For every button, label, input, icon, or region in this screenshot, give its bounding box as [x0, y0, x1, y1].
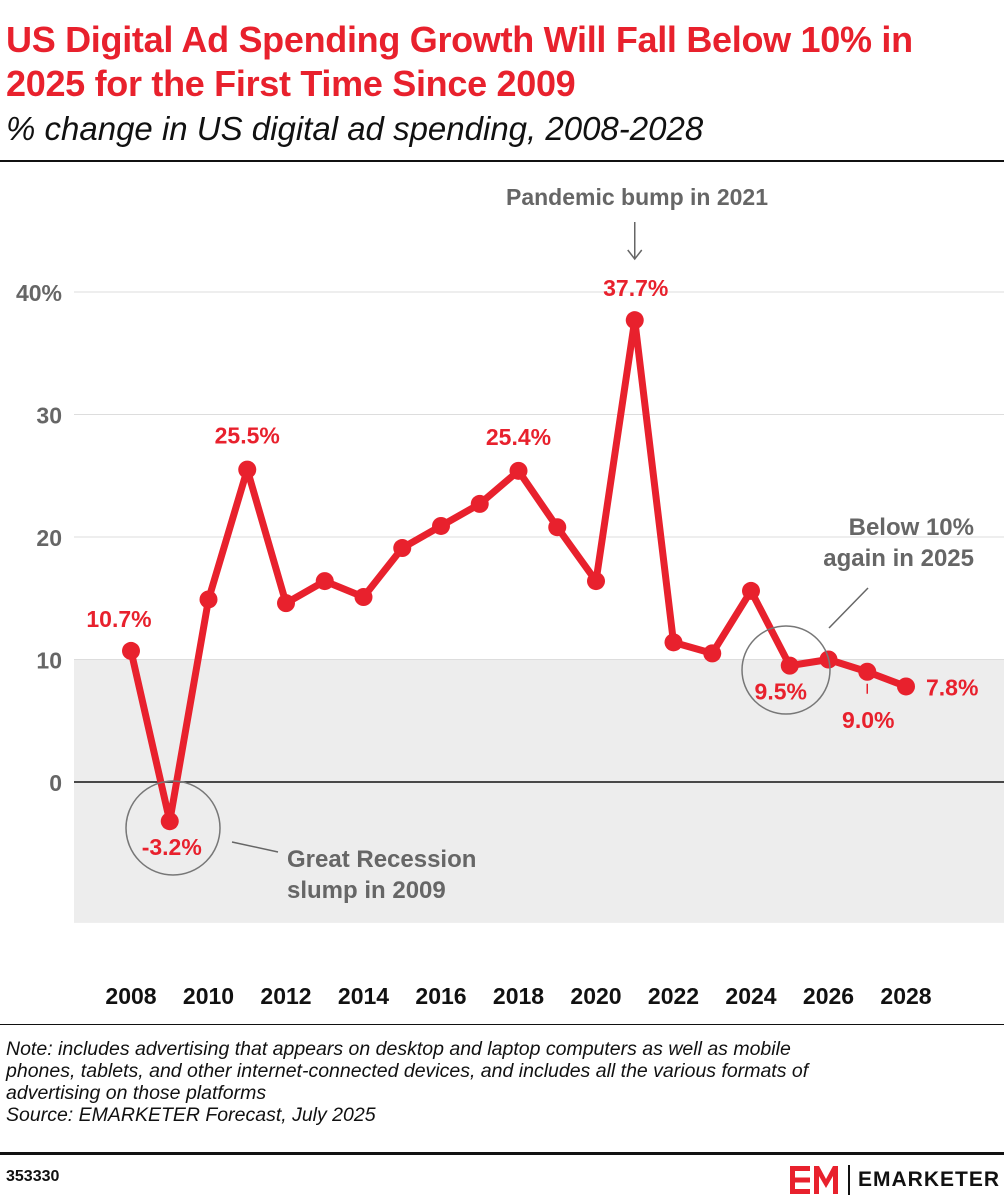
data-label: 7.8% — [926, 674, 978, 700]
annotation-recession: slump in 2009 — [287, 877, 446, 904]
chart-note: Note: includes advertising that appears … — [6, 1038, 996, 1126]
y-tick-label: 10 — [36, 648, 62, 674]
y-tick-label: 0 — [49, 770, 62, 796]
chart-id: 353330 — [6, 1168, 60, 1185]
data-point — [742, 581, 760, 600]
brand-name: EMARKETER — [857, 1168, 1000, 1191]
bottom-divider — [0, 1152, 1004, 1155]
x-tick-label: 2020 — [570, 983, 621, 1009]
note-line: phones, tablets, and other internet-conn… — [6, 1060, 809, 1082]
chart-subtitle: % change in US digital ad spending, 2008… — [6, 110, 704, 147]
data-point — [393, 539, 412, 558]
y-tick-label: 30 — [36, 403, 62, 429]
data-point — [509, 461, 528, 480]
data-point — [160, 812, 179, 831]
x-tick-label: 2024 — [725, 983, 776, 1009]
data-point — [625, 311, 644, 330]
below-10-band — [74, 659, 1004, 923]
x-tick-label: 2028 — [880, 983, 931, 1009]
x-tick-label: 2026 — [803, 983, 854, 1009]
brand-lockup[interactable]: EMARKETER — [789, 1164, 1000, 1196]
annotation-below-10: again in 2025 — [823, 545, 974, 572]
data-label: 25.5% — [215, 423, 280, 449]
note-line: advertising on those platforms — [6, 1082, 267, 1104]
x-tick-label: 2014 — [338, 983, 389, 1009]
data-point — [780, 656, 799, 675]
data-point — [858, 662, 877, 681]
data-point — [548, 518, 567, 537]
data-point — [122, 641, 140, 660]
x-tick-label: 2018 — [493, 983, 544, 1009]
annotation-circle-2009 — [125, 780, 221, 876]
data-point — [199, 590, 218, 609]
x-tick-label: 2008 — [105, 983, 156, 1009]
data-point — [587, 572, 605, 591]
x-tick-label: 2022 — [648, 983, 699, 1009]
x-tick-label: 2016 — [415, 983, 466, 1009]
footer-divider — [0, 1024, 1004, 1025]
data-point — [470, 494, 489, 513]
data-point — [277, 594, 295, 613]
top-divider — [0, 160, 1004, 162]
data-point — [238, 460, 257, 479]
data-label: 9.5% — [755, 679, 807, 705]
emarketer-logo-icon — [789, 1166, 838, 1194]
annotation-circle-2025 — [741, 625, 831, 715]
x-tick-label: 2010 — [183, 983, 234, 1009]
brand-separator — [847, 1165, 850, 1195]
annotation-below-10: Below 10% — [849, 514, 974, 541]
data-point — [432, 516, 450, 535]
source-line: Source: EMARKETER Forecast, July 2025 — [6, 1104, 376, 1126]
annotation-recession: Great Recession — [287, 846, 476, 873]
data-point — [315, 572, 334, 591]
annotation-leader — [231, 841, 279, 853]
data-point — [664, 633, 683, 652]
y-tick-label: 20 — [36, 525, 62, 551]
note-line: Note: includes advertising that appears … — [6, 1038, 791, 1060]
y-tick-label: 40% — [16, 280, 62, 306]
data-label: 37.7% — [603, 275, 668, 301]
arrow-down-icon — [627, 249, 643, 261]
data-label: 25.4% — [486, 424, 551, 450]
data-point — [354, 588, 373, 607]
data-point — [897, 677, 915, 696]
annotation-leader — [828, 587, 869, 629]
annotation-pandemic: Pandemic bump in 2021 — [506, 184, 768, 210]
chart-title: US Digital Ad Spending Growth Will Fall … — [6, 19, 913, 104]
data-point — [703, 644, 722, 663]
data-label: -3.2% — [142, 834, 202, 860]
data-label: 10.7% — [86, 606, 151, 632]
data-label: 9.0% — [842, 707, 894, 733]
x-tick-label: 2012 — [260, 983, 311, 1009]
